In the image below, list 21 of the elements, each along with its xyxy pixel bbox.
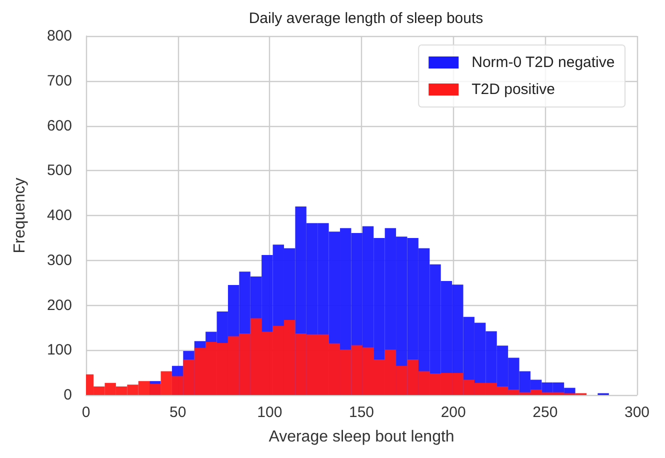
x-tick-label: 200 — [440, 404, 466, 421]
x-tick-label: 0 — [82, 404, 90, 421]
y-tick-label: 800 — [46, 28, 72, 44]
x-tick-label: 250 — [532, 404, 558, 421]
y-tick-label: 200 — [46, 296, 72, 314]
y-tick-label: 700 — [46, 72, 72, 90]
x-tick-label: 100 — [257, 404, 282, 421]
y-tick-label: 100 — [46, 342, 72, 359]
x-tick-label: 150 — [348, 404, 374, 421]
y-tick-label: 600 — [46, 117, 72, 134]
legend-label: Norm-0 T2D negative — [472, 54, 615, 71]
y-tick-label: 0 — [64, 386, 72, 404]
x-tick-label: 300 — [624, 404, 650, 421]
x-tick-label: 50 — [169, 404, 186, 421]
legend-label: T2D positive — [472, 81, 555, 98]
y-axis-title: Frequency — [12, 178, 28, 254]
y-tick-label: 400 — [46, 207, 72, 224]
y-tick-label: 300 — [46, 252, 72, 269]
x-axis-title: Average sleep bout length — [268, 428, 454, 446]
y-tick-label: 500 — [46, 162, 72, 180]
chart-title: Daily average length of sleep bouts — [248, 10, 484, 27]
